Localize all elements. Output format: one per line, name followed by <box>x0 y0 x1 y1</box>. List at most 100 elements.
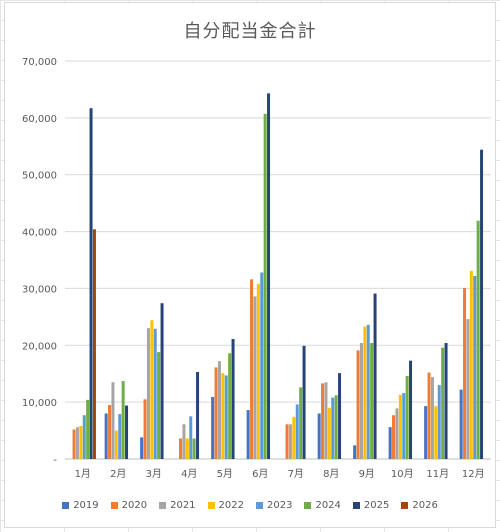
bar-2021-4[interactable] <box>182 424 186 459</box>
bar-2021-7[interactable] <box>288 424 292 459</box>
bar-2019-2[interactable] <box>104 413 108 459</box>
bar-2020-3[interactable] <box>143 399 147 459</box>
bar-2026-1[interactable] <box>92 229 96 459</box>
bar-2019-6[interactable] <box>246 410 250 459</box>
bar-2024-10[interactable] <box>405 375 409 459</box>
bar-2024-2[interactable] <box>121 381 125 459</box>
legend-item-2024[interactable]: 2024 <box>304 500 341 511</box>
bar-2020-11[interactable] <box>427 372 431 459</box>
bar-2020-6[interactable] <box>250 279 254 459</box>
bar-2023-1[interactable] <box>82 415 86 459</box>
bar-2025-12[interactable] <box>480 149 484 459</box>
x-tick-label: 5月 <box>217 468 233 480</box>
y-tick-label: 70,000 <box>22 57 57 68</box>
bar-2021-10[interactable] <box>395 408 399 459</box>
bar-2020-4[interactable] <box>179 438 183 459</box>
legend-item-2021[interactable]: 2021 <box>159 500 196 511</box>
bar-2020-10[interactable] <box>392 415 396 459</box>
bar-2019-11[interactable] <box>424 406 428 459</box>
bar-2024-8[interactable] <box>334 395 338 459</box>
bar-2022-2[interactable] <box>114 430 118 459</box>
bar-2021-6[interactable] <box>253 296 257 459</box>
bar-2023-5[interactable] <box>224 375 228 459</box>
bar-2020-2[interactable] <box>108 404 112 459</box>
legend-item-2022[interactable]: 2022 <box>207 500 244 511</box>
bar-2021-11[interactable] <box>430 377 434 459</box>
bar-2020-9[interactable] <box>356 350 360 459</box>
legend-label: 2020 <box>121 500 148 511</box>
bar-2024-7[interactable] <box>299 387 303 459</box>
bar-2025-9[interactable] <box>373 293 377 459</box>
legend-label: 2026 <box>412 500 438 511</box>
bar-2024-9[interactable] <box>370 343 374 459</box>
bar-2024-3[interactable] <box>157 352 161 459</box>
bar-2025-7[interactable] <box>302 345 306 459</box>
legend-label: 2019 <box>73 500 99 511</box>
bar-2022-3[interactable] <box>150 320 154 459</box>
bar-2023-6[interactable] <box>260 272 264 459</box>
legend-item-2020[interactable]: 2020 <box>110 500 148 511</box>
bar-2020-12[interactable] <box>463 287 467 459</box>
bar-2022-1[interactable] <box>79 426 83 459</box>
bar-2023-3[interactable] <box>153 328 157 459</box>
bar-2019-3[interactable] <box>140 437 144 459</box>
bar-2023-12[interactable] <box>473 275 477 459</box>
bar-2022-9[interactable] <box>363 326 367 459</box>
bar-2022-10[interactable] <box>398 394 402 459</box>
bar-2021-9[interactable] <box>359 343 363 459</box>
bar-2019-8[interactable] <box>317 413 321 459</box>
legend-item-2019[interactable]: 2019 <box>62 500 99 511</box>
bar-2024-6[interactable] <box>263 113 267 459</box>
bar-2020-7[interactable] <box>285 424 289 459</box>
bar-2025-8[interactable] <box>338 373 342 459</box>
bar-2021-2[interactable] <box>111 382 115 459</box>
bar-2022-5[interactable] <box>221 373 225 459</box>
bar-2021-12[interactable] <box>466 319 470 459</box>
bar-2025-2[interactable] <box>125 405 129 459</box>
bar-2022-4[interactable] <box>185 438 189 459</box>
bar-2020-8[interactable] <box>321 383 325 459</box>
legend-item-2026[interactable]: 2026 <box>401 500 438 511</box>
bar-2025-10[interactable] <box>409 360 413 459</box>
x-tick-label: 6月 <box>252 468 268 480</box>
bar-2023-9[interactable] <box>366 324 370 459</box>
bar-2023-8[interactable] <box>331 397 335 459</box>
bar-2021-1[interactable] <box>75 427 79 459</box>
bar-2024-11[interactable] <box>441 347 445 459</box>
bar-2022-11[interactable] <box>434 406 438 459</box>
bar-2022-8[interactable] <box>327 407 331 459</box>
bar-2025-3[interactable] <box>160 303 164 459</box>
legend-swatch <box>207 502 215 509</box>
bar-2021-5[interactable] <box>217 361 221 459</box>
bar-2023-2[interactable] <box>118 414 122 459</box>
bar-2019-9[interactable] <box>353 445 357 459</box>
bar-2020-1[interactable] <box>72 429 76 459</box>
bar-2023-4[interactable] <box>189 416 193 459</box>
chart-area[interactable]: 自分配当金合計 - 10,000 20,000 30,000 40,000 50,000 6… <box>4 2 496 528</box>
bar-2021-8[interactable] <box>324 382 328 459</box>
bar-2019-5[interactable] <box>211 397 215 459</box>
bar-2024-5[interactable] <box>228 353 232 459</box>
bar-2025-5[interactable] <box>231 339 235 459</box>
bar-2024-4[interactable] <box>192 438 196 459</box>
bar-2023-11[interactable] <box>437 385 441 459</box>
y-tick-label: 50,000 <box>22 171 57 182</box>
bar-2025-1[interactable] <box>89 108 93 459</box>
x-tick-label: 8月 <box>323 468 339 480</box>
bar-2023-7[interactable] <box>295 404 299 459</box>
bar-2025-4[interactable] <box>196 372 200 459</box>
legend-item-2023[interactable]: 2023 <box>256 500 292 511</box>
bar-2025-6[interactable] <box>267 93 271 459</box>
bar-2022-6[interactable] <box>256 283 260 459</box>
bar-2019-12[interactable] <box>459 389 463 459</box>
bar-2022-7[interactable] <box>292 416 296 459</box>
bar-2023-10[interactable] <box>402 393 406 459</box>
bar-2019-10[interactable] <box>388 427 392 459</box>
bar-2024-12[interactable] <box>476 220 480 459</box>
bar-2025-11[interactable] <box>444 343 448 459</box>
bar-2020-5[interactable] <box>214 367 218 459</box>
bar-2022-12[interactable] <box>469 270 473 459</box>
bar-2024-1[interactable] <box>86 399 90 459</box>
bar-2021-3[interactable] <box>146 328 150 459</box>
legend-item-2025[interactable]: 2025 <box>352 500 389 511</box>
